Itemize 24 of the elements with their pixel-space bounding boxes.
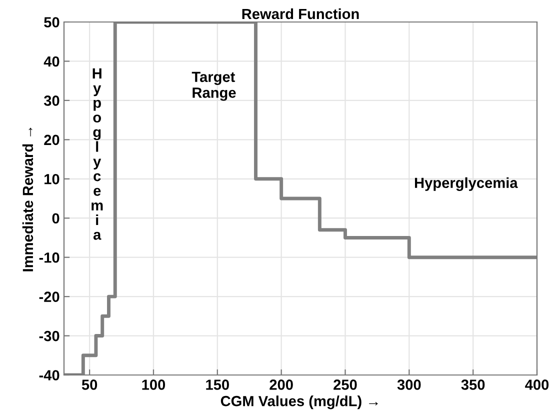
chart-title: Reward Function <box>242 8 359 20</box>
x-tick-label: 300 <box>397 380 421 390</box>
y-tick-label: 20 <box>44 134 60 146</box>
y-tick-label: 50 <box>44 17 60 28</box>
y-tick-label: 40 <box>44 56 60 67</box>
y-tick-label: 30 <box>44 96 60 106</box>
y-tick-label: -10 <box>39 252 60 263</box>
annotation: Hyperglycemia <box>414 177 518 191</box>
x-tick-label: 250 <box>334 380 357 390</box>
x-tick-label: 350 <box>461 380 485 390</box>
y-axis-title: Immediate Reward → <box>22 128 34 272</box>
x-axis-title: CGM Values (mg/dL) → <box>220 396 378 410</box>
x-tick-label: 100 <box>142 380 166 390</box>
y-tick-label: 10 <box>44 174 60 184</box>
x-tick-label: 150 <box>206 380 229 390</box>
x-tick-label: 200 <box>270 380 293 390</box>
y-tick-label: -40 <box>39 370 60 380</box>
text: Hypoglycemia <box>92 68 103 240</box>
x-tick-label: 400 <box>525 380 549 390</box>
y-tick-label: 0 <box>52 213 60 224</box>
y-tick-label: -20 <box>39 292 60 302</box>
annotation: Target Range <box>192 72 236 101</box>
x-tick-label: 50 <box>82 380 98 390</box>
y-tick-label: -30 <box>39 330 60 342</box>
